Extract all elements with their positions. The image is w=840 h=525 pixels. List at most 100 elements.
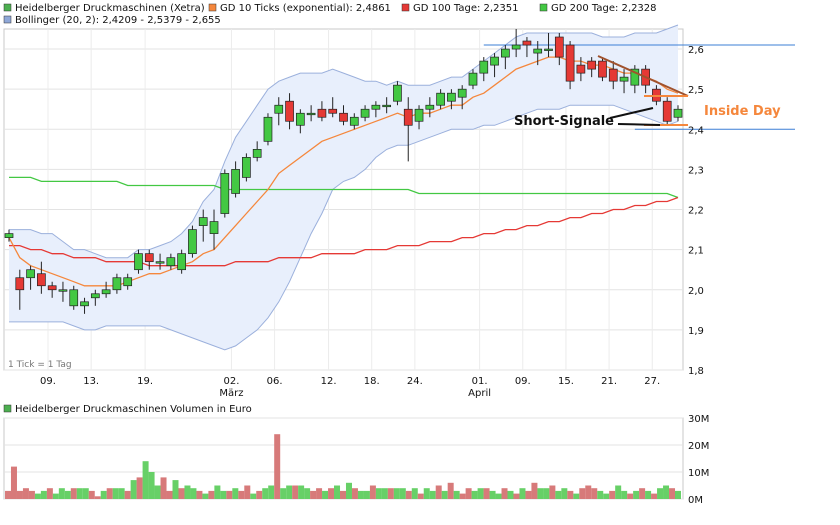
price-tick-label: 2,0 [688, 286, 704, 297]
volume-bar [585, 485, 592, 499]
candle-body [457, 88, 467, 98]
volume-bar [543, 488, 550, 499]
volume-bar [304, 488, 311, 499]
date-tick-label: 01. [472, 376, 488, 387]
candle-body [630, 68, 640, 86]
candle-body [490, 56, 499, 66]
volume-bar [28, 490, 35, 499]
date-tick-label: 12. [321, 376, 337, 387]
volume-bar [100, 490, 107, 499]
volume-tick-label: 10M [688, 468, 709, 479]
candle-body [155, 261, 165, 264]
candle-body [533, 48, 543, 54]
price-tick-label: 2,5 [688, 85, 704, 96]
candle-body [598, 60, 607, 78]
volume-bar [280, 488, 287, 499]
volume-bar [363, 490, 370, 499]
legend-label-ma200: GD 200 Tage: 2,2328 [551, 3, 657, 14]
volume-bar [579, 488, 586, 499]
volume-bar [334, 485, 341, 499]
volume-bar [340, 490, 346, 499]
volume-bar [435, 485, 442, 499]
date-tick-label: 27. [644, 376, 660, 387]
volume-bar [471, 490, 478, 499]
date-tick-label: 19. [137, 376, 153, 387]
candle-body [37, 273, 46, 287]
candle-body [295, 112, 305, 126]
volume-bar [94, 496, 101, 499]
volume-bar [130, 480, 137, 499]
volume-bar [106, 488, 113, 499]
volume-bar [657, 488, 664, 499]
volume-bar [190, 488, 197, 499]
candle-body [26, 269, 35, 279]
candle-body [252, 149, 262, 158]
legend-swatch-ema [208, 3, 217, 12]
candle-body [468, 72, 478, 86]
volume-bar [417, 493, 424, 499]
volume-bar [124, 490, 131, 499]
candle-body [123, 277, 133, 287]
date-tick-label: 06. [267, 376, 283, 387]
candle-body [242, 157, 251, 178]
volume-bar [316, 488, 323, 499]
horizontal-lines [483, 44, 795, 130]
volume-bar [136, 477, 143, 499]
volume-bar [453, 490, 460, 499]
volume-bar [232, 488, 239, 499]
ma100-line [9, 196, 679, 267]
volume-bar [202, 493, 209, 499]
ma200-line [9, 176, 679, 199]
volume-bar [507, 490, 514, 499]
volume-bar [160, 477, 167, 499]
candle-body [447, 92, 456, 102]
candle-body [403, 108, 413, 126]
volume-legend-swatch [3, 404, 12, 413]
inside-day-label: Inside Day [704, 104, 781, 119]
candle-body [306, 112, 316, 116]
month-label: April [468, 388, 491, 399]
volume-bar [597, 490, 604, 499]
volume-bar [387, 488, 394, 499]
volume-bar [465, 488, 472, 499]
candle-body [101, 289, 111, 295]
candle-body [328, 108, 338, 114]
volume-bar [292, 485, 299, 499]
volume-bar [489, 490, 496, 499]
volume-bar [172, 480, 179, 499]
volume-bar [477, 488, 484, 499]
candlesticks [4, 29, 683, 314]
candle-body [522, 40, 532, 46]
volume-bar [10, 466, 17, 499]
volume-bar [429, 490, 436, 499]
candle-body [360, 108, 370, 118]
legend-label-bollinger: Bollinger (20, 2): 2,4209 - 2,5379 - 2,6… [15, 15, 221, 26]
candle-body [144, 253, 154, 263]
date-tick-label: 02. [223, 376, 239, 387]
volume-bar [5, 490, 11, 499]
date-tick-label: 13. [83, 376, 99, 387]
date-tick-label: 09. [515, 376, 531, 387]
candle-body [209, 221, 219, 234]
volume-bar [447, 482, 454, 499]
price-tick-label: 2,3 [688, 165, 704, 176]
volume-bar [609, 490, 616, 499]
volume-bar [645, 490, 652, 499]
candle-body [47, 285, 57, 291]
volume-bar [46, 488, 53, 499]
candle-body [479, 60, 489, 74]
volume-bar [483, 488, 490, 499]
price-tick-label: 1,8 [688, 366, 704, 377]
short-signal-arrow-2 [617, 123, 661, 126]
volume-bar [154, 485, 161, 499]
price-tick-label: 2,6 [688, 45, 704, 56]
volume-bar [286, 485, 293, 499]
price-tick-label: 2,2 [688, 206, 704, 217]
candle-body [554, 36, 564, 58]
candle-body [414, 108, 424, 122]
date-tick-label: 09. [40, 376, 56, 387]
volume-bar [196, 490, 203, 499]
candle-body [177, 253, 186, 271]
volume-bars [5, 434, 681, 499]
candle-body [220, 173, 230, 214]
